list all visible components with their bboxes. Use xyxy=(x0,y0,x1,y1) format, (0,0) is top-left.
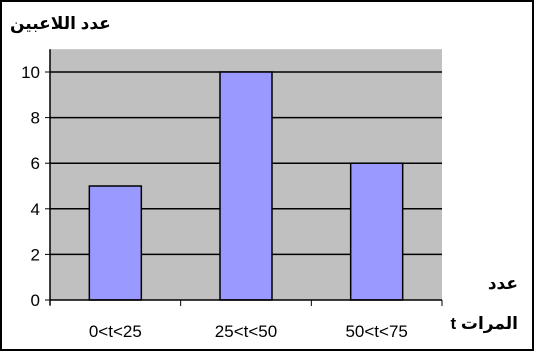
y-tick-label-0: 0 xyxy=(31,291,40,310)
y-tick-label-2: 2 xyxy=(31,245,40,264)
x-tick-label-2: 50<t<75 xyxy=(345,322,407,341)
y-tick-label-10: 10 xyxy=(21,63,40,82)
y-tick-label-8: 8 xyxy=(31,109,40,128)
bar-0 xyxy=(88,185,143,301)
x-axis-label-line-2: المرات t xyxy=(450,314,519,333)
y-axis-label: عدد اللاعبين xyxy=(10,14,111,33)
bar-2 xyxy=(349,162,404,301)
x-tick-label-1: 25<t<50 xyxy=(215,322,277,341)
bar-1 xyxy=(219,71,273,301)
x-axis-label-line-1: عدد xyxy=(487,274,518,293)
y-tick-label-4: 4 xyxy=(31,200,40,219)
x-tick-label-0: 0<t<25 xyxy=(89,322,142,341)
y-tick-label-6: 6 xyxy=(31,154,40,173)
